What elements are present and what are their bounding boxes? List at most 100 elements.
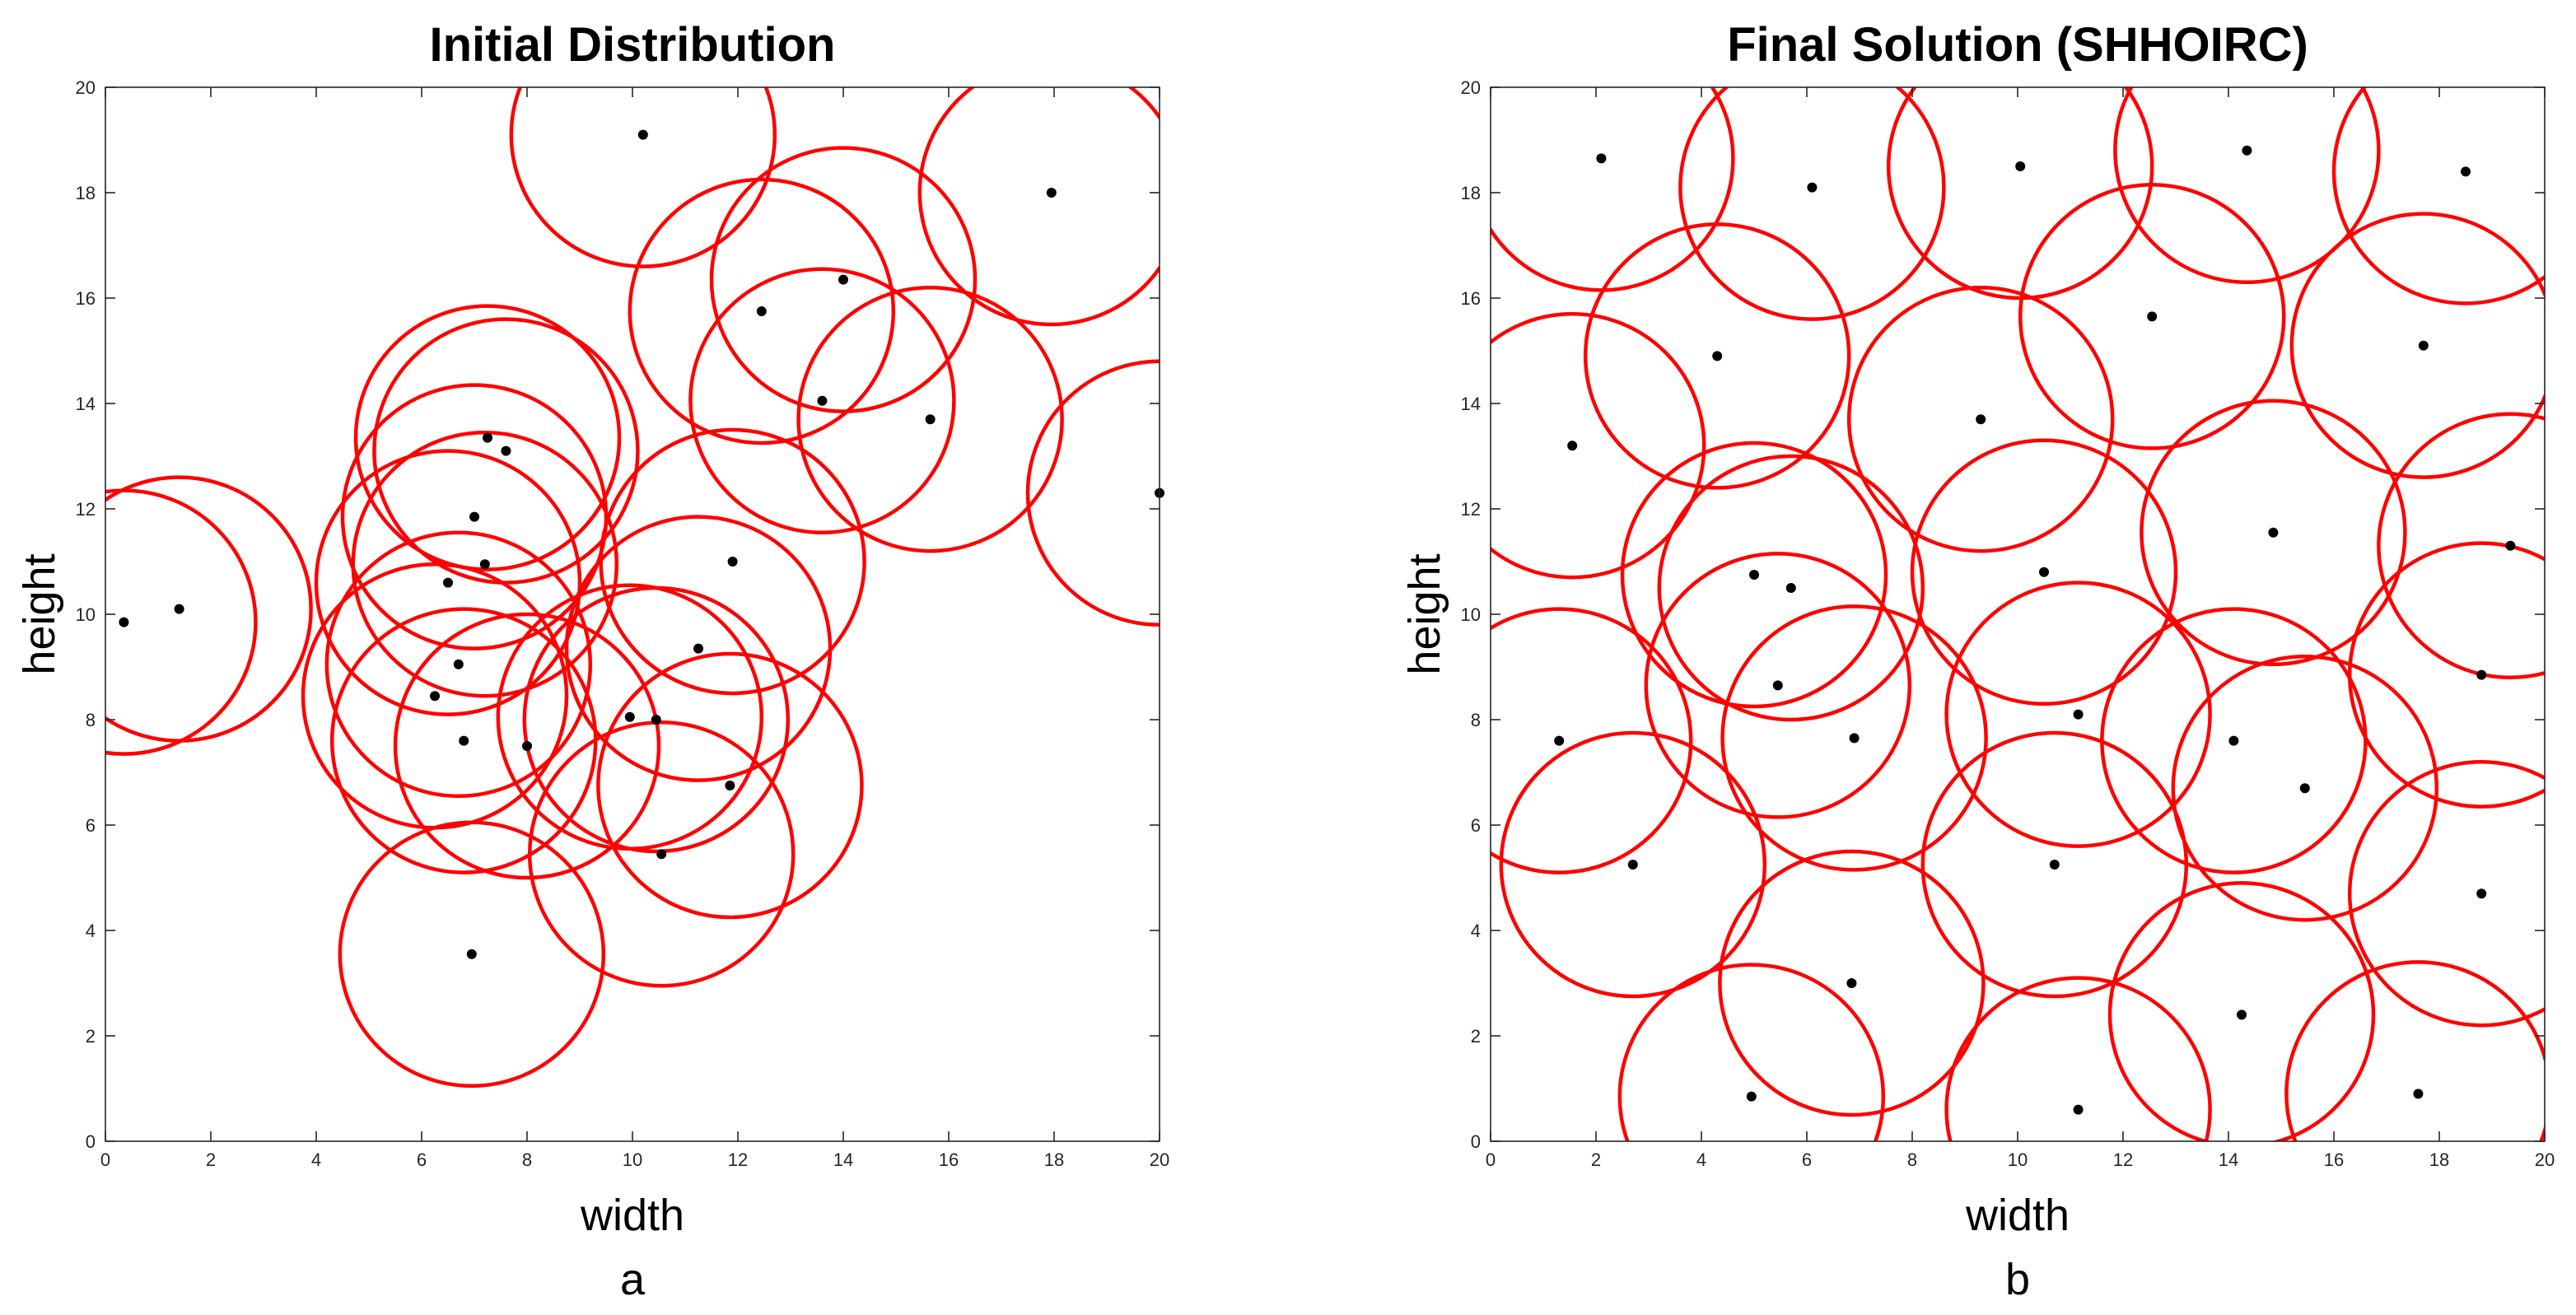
x-axis-label: width — [580, 1191, 684, 1240]
x-ticks: 0 2 4 6 8 10 12 14 16 18 20 — [100, 87, 1169, 1170]
sensor-point — [637, 129, 648, 140]
x-ticks: 0 2 4 6 8 10 12 14 16 18 20 — [1486, 87, 2555, 1170]
sensor-point — [2049, 860, 2060, 870]
y-ticks: 0 2 4 6 8 10 12 14 16 18 20 — [76, 77, 1160, 1152]
sensor-point — [2237, 1010, 2247, 1020]
y-tick-label: 2 — [86, 1026, 96, 1047]
coverage-circle — [2018, 183, 2286, 450]
sensor-point — [2147, 311, 2158, 322]
coverage-circle — [1944, 581, 2212, 848]
coverage-circle — [1720, 604, 1988, 872]
sensor-point — [925, 414, 936, 425]
sensor-point — [174, 604, 184, 614]
sensor-point — [1554, 735, 1565, 746]
coverage-circle — [1910, 438, 2178, 706]
y-tick-label: 18 — [76, 183, 96, 203]
sensor-point — [725, 781, 735, 790]
coverage-circle — [393, 612, 661, 880]
sensor-point — [1749, 570, 1759, 580]
sensor-point — [2476, 888, 2487, 899]
coverage-circle — [1620, 441, 1888, 709]
sensor-point — [453, 659, 464, 669]
x-tick-label: 10 — [623, 1149, 642, 1170]
sensor-point — [1807, 182, 1818, 193]
coverage-circle — [1920, 730, 2189, 999]
y-tick-label: 10 — [76, 604, 96, 625]
y-tick-label: 4 — [1471, 921, 1481, 941]
coverage-circle — [2284, 960, 2545, 1141]
coverage-circle — [522, 585, 791, 854]
subfigure-label: b — [2005, 1255, 2030, 1304]
sensor-point — [430, 691, 440, 702]
x-tick-label: 18 — [1044, 1149, 1064, 1170]
panel-initial-distribution: 0 2 4 6 8 10 12 14 16 18 20 0 2 4 6 8 10 12 14 16 18 20 Init… — [15, 18, 1169, 1304]
coverage-circle — [2171, 654, 2439, 922]
y-tick-label: 14 — [76, 394, 96, 414]
y-tick-label: 20 — [1461, 77, 1481, 98]
sensor-point — [1772, 680, 1783, 691]
x-tick-label: 12 — [2113, 1149, 2133, 1170]
y-tick-label: 8 — [1471, 710, 1481, 730]
x-tick-label: 20 — [1150, 1149, 1169, 1170]
x-tick-label: 4 — [311, 1149, 321, 1170]
chart-title: Final Solution (SHHOIRC) — [1727, 18, 2308, 72]
sensor-point — [479, 559, 490, 570]
coverage-circles — [1491, 87, 2545, 1141]
coverage-circle — [2331, 87, 2545, 305]
x-tick-label: 6 — [417, 1149, 427, 1170]
coverage-circle — [351, 430, 619, 698]
sensor-point — [1976, 414, 1986, 425]
coverage-circle — [596, 651, 864, 920]
sensor-point — [2073, 709, 2084, 720]
sensor-point — [1567, 441, 1578, 451]
sensor-point — [2242, 145, 2252, 156]
sensor-point — [119, 617, 129, 627]
sensor-point — [2418, 340, 2429, 351]
x-tick-label: 8 — [1907, 1149, 1917, 1170]
plot-area — [105, 87, 1160, 1141]
coverage-circle — [1583, 222, 1851, 490]
x-tick-label: 6 — [1802, 1149, 1812, 1170]
coverage-circle — [353, 304, 622, 571]
x-tick-label: 0 — [100, 1149, 110, 1170]
y-tick-label: 2 — [1471, 1026, 1481, 1047]
coverage-circle — [2140, 399, 2407, 667]
x-tick-label: 12 — [728, 1149, 748, 1170]
coverage-circle — [527, 720, 796, 988]
coverage-circle — [2347, 541, 2545, 809]
coverage-circle — [2289, 212, 2545, 479]
coverage-circle — [628, 177, 896, 445]
sensor-point — [651, 715, 661, 725]
sensor-point — [443, 577, 453, 588]
y-ticks: 0 2 4 6 8 10 12 14 16 18 20 — [1461, 77, 2545, 1152]
chart-title: Initial Distribution — [430, 18, 836, 72]
sensor-point — [459, 735, 469, 746]
coverage-circle — [796, 285, 1064, 553]
sensor-point — [466, 949, 477, 959]
sensor-point — [2268, 527, 2279, 538]
x-tick-label: 8 — [522, 1149, 532, 1170]
coverage-circle — [1644, 552, 1912, 819]
coverage-circle — [1678, 87, 1946, 321]
coverage-circle — [709, 146, 978, 413]
sensor-point — [1746, 1091, 1757, 1102]
sensor-point — [727, 557, 738, 567]
coverage-circle — [1944, 976, 2212, 1141]
x-tick-label: 0 — [1486, 1149, 1496, 1170]
y-tick-label: 18 — [1461, 183, 1481, 203]
sensor-point — [1846, 978, 1857, 988]
sensor-point — [817, 395, 828, 406]
coverage-circle — [372, 317, 640, 585]
sensor-point — [2461, 166, 2471, 177]
coverage-circle — [2113, 87, 2381, 285]
coverage-circle — [1499, 730, 1767, 999]
coverage-circle — [1025, 359, 1160, 627]
x-axis-label: width — [1965, 1191, 2070, 1240]
sensor-point — [1785, 583, 1796, 593]
sensor-point — [2073, 1104, 2084, 1115]
coverage-circle — [688, 267, 956, 535]
coverage-circle — [1657, 454, 1925, 722]
sensor-point — [2505, 540, 2516, 551]
x-tick-label: 20 — [2535, 1149, 2555, 1170]
